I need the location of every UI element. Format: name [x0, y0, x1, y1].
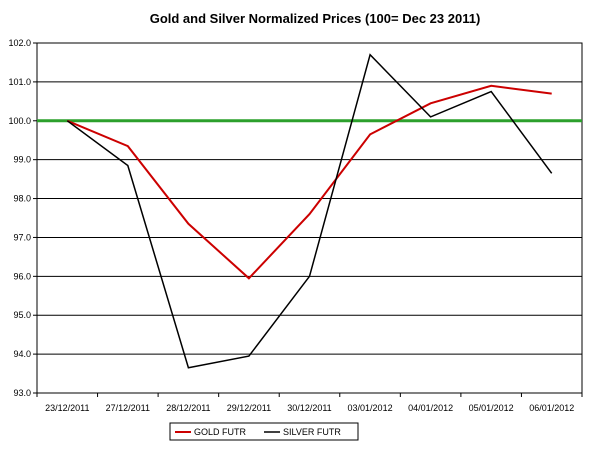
y-tick-label: 96.0 — [13, 271, 31, 281]
y-tick-label: 97.0 — [13, 232, 31, 242]
x-tick-label: 05/01/2012 — [469, 403, 514, 413]
x-axis-ticks: 23/12/2011 27/12/2011 28/12/2011 29/12/2011… — [36, 393, 583, 413]
x-tick-label: 03/01/2012 — [348, 403, 393, 413]
series-line-silver — [66, 53, 553, 369]
y-axis-ticks: 93.0 94.0 95.0 96.0 97.0 98.0 99.0 100.0 101.0 10… — [8, 38, 37, 398]
y-tick-label: 93.0 — [13, 388, 31, 398]
x-tick-label: 23/12/2011 — [45, 403, 89, 413]
y-tick-label: 100.0 — [8, 116, 31, 126]
x-tick-label: 04/01/2012 — [408, 403, 453, 413]
x-tick-label: 06/01/2012 — [529, 403, 574, 413]
x-tick-label: 28/12/2011 — [166, 403, 210, 413]
x-tick-label: 30/12/2011 — [287, 403, 331, 413]
y-tick-label: 102.0 — [8, 38, 31, 48]
x-tick-label: 29/12/2011 — [227, 403, 271, 413]
x-tick-label: 27/12/2011 — [106, 403, 150, 413]
y-tick-label: 95.0 — [13, 310, 31, 320]
legend: GOLD FUTR SILVER FUTR — [169, 422, 359, 441]
legend-label-gold: GOLD FUTR — [194, 427, 247, 437]
y-tick-label: 101.0 — [8, 77, 31, 87]
series-group — [66, 53, 553, 369]
series-line-gold — [66, 84, 552, 280]
legend-label-silver: SILVER FUTR — [283, 427, 341, 437]
plot-area — [36, 42, 583, 394]
y-tick-label: 94.0 — [13, 349, 31, 359]
y-tick-label: 99.0 — [13, 155, 31, 165]
y-tick-label: 98.0 — [13, 194, 31, 204]
chart-title: Gold and Silver Normalized Prices (100= … — [150, 11, 481, 26]
